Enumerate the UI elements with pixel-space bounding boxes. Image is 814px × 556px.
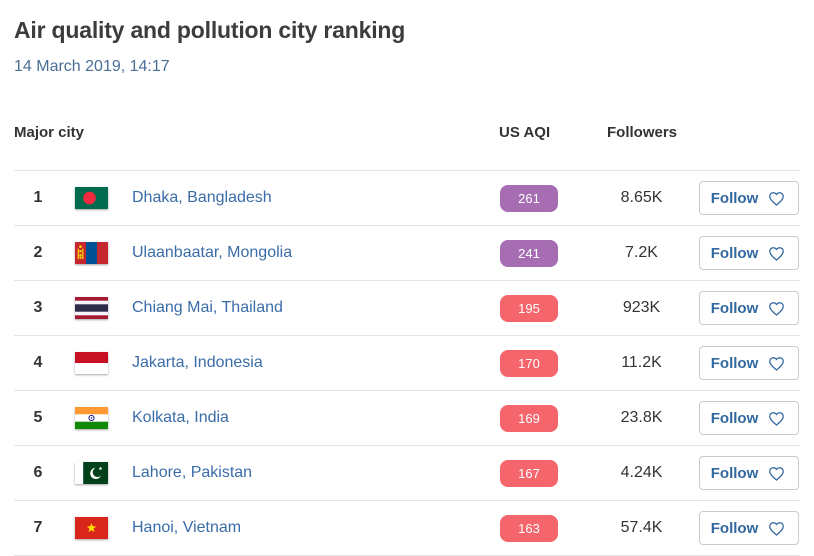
rank-cell: 7 <box>33 519 43 536</box>
heart-icon <box>769 191 785 206</box>
follow-cell: Follow <box>699 511 800 545</box>
follow-cell: Follow <box>699 346 800 380</box>
heart-icon <box>769 466 785 481</box>
follow-button[interactable]: Follow <box>699 291 799 325</box>
followers-count: 11.2K <box>621 354 662 371</box>
table-rows: 1 Dhaka, Bangladesh 261 8.65K Follow 2 Ulaanba… <box>14 171 800 556</box>
aqi-cell: 261 <box>474 184 584 212</box>
aqi-cell: 241 <box>474 239 584 267</box>
aqi-badge: 169 <box>500 404 558 432</box>
heart-icon <box>769 411 785 426</box>
flag-pakistan-icon <box>62 462 132 484</box>
rank-cell: 4 <box>33 354 43 371</box>
report-datetime: 14 March 2019, 14:17 <box>14 58 170 75</box>
flag-thailand-icon <box>62 297 132 319</box>
city-link[interactable]: Kolkata, India <box>132 409 229 426</box>
aqi-badge: 241 <box>500 239 558 267</box>
table-row: 3 Chiang Mai, Thailand 195 923K Follow <box>14 281 800 336</box>
follow-button-label: Follow <box>710 299 759 317</box>
followers-count: 7.2K <box>625 244 658 261</box>
follow-button[interactable]: Follow <box>699 346 799 380</box>
follow-cell: Follow <box>699 181 800 215</box>
city-link[interactable]: Chiang Mai, Thailand <box>132 299 283 316</box>
follow-button-label: Follow <box>710 519 759 537</box>
follow-cell: Follow <box>699 291 800 325</box>
city-link[interactable]: Lahore, Pakistan <box>132 464 253 481</box>
page-title: Air quality and pollution city ranking <box>14 17 406 43</box>
flag-indonesia-icon <box>62 352 132 374</box>
heart-icon <box>769 246 785 261</box>
aqi-cell: 195 <box>474 294 584 322</box>
followers-count: 23.8K <box>620 409 663 426</box>
aqi-badge: 195 <box>500 294 558 322</box>
table-row: 7 Hanoi, Vietnam 163 57.4K Follow <box>14 501 800 556</box>
aqi-cell: 169 <box>474 404 584 432</box>
rank-cell: 3 <box>33 299 43 316</box>
aqi-badge: 261 <box>500 184 558 212</box>
follow-button-label: Follow <box>710 354 759 372</box>
follow-button-label: Follow <box>710 244 759 262</box>
city-link[interactable]: Ulaanbaatar, Mongolia <box>132 244 293 261</box>
follow-button-label: Follow <box>710 189 759 207</box>
follow-button[interactable]: Follow <box>699 401 799 435</box>
heart-icon <box>769 356 785 371</box>
table-row: 5 Kolkata, India 169 23.8K Follow <box>14 391 800 446</box>
followers-count: 8.65K <box>620 189 663 206</box>
rank-cell: 2 <box>33 244 43 261</box>
heart-icon <box>769 301 785 316</box>
follow-button[interactable]: Follow <box>699 511 799 545</box>
aqi-badge: 163 <box>500 514 558 542</box>
table-row: 1 Dhaka, Bangladesh 261 8.65K Follow <box>14 171 800 226</box>
rank-cell: 1 <box>33 189 43 206</box>
rank-cell: 6 <box>33 464 43 481</box>
followers-count: 923K <box>622 299 661 316</box>
follow-button-label: Follow <box>710 409 759 427</box>
flag-india-icon <box>62 407 132 429</box>
city-link[interactable]: Jakarta, Indonesia <box>132 354 263 371</box>
aqi-badge: 167 <box>500 459 558 487</box>
column-header-major-city: Major city <box>14 124 85 141</box>
follow-cell: Follow <box>699 401 800 435</box>
follow-cell: Follow <box>699 456 800 490</box>
rank-cell: 5 <box>33 409 43 426</box>
column-header-us-aqi: US AQI <box>499 124 551 141</box>
column-header-followers: Followers <box>607 124 678 141</box>
flag-vietnam-icon <box>62 517 132 539</box>
follow-button-label: Follow <box>710 464 759 482</box>
aqi-cell: 167 <box>474 459 584 487</box>
table-header-row: Major city US AQI Followers <box>14 124 800 171</box>
follow-button[interactable]: Follow <box>699 456 799 490</box>
aqi-badge: 170 <box>500 349 558 377</box>
city-link[interactable]: Hanoi, Vietnam <box>132 519 242 536</box>
follow-button[interactable]: Follow <box>699 181 799 215</box>
flag-mongolia-icon <box>62 242 132 264</box>
flag-bangladesh-icon <box>62 187 132 209</box>
aqi-cell: 170 <box>474 349 584 377</box>
table-row: 4 Jakarta, Indonesia 170 11.2K Follow <box>14 336 800 391</box>
city-link[interactable]: Dhaka, Bangladesh <box>132 189 272 206</box>
table-row: 2 Ulaanbaatar, Mongolia 241 7.2K Follow <box>14 226 800 281</box>
heart-icon <box>769 521 785 536</box>
followers-count: 57.4K <box>620 519 663 536</box>
aqi-cell: 163 <box>474 514 584 542</box>
table-row: 6 Lahore, Pakistan 167 4.24K Follow <box>14 446 800 501</box>
follow-cell: Follow <box>699 236 800 270</box>
follow-button[interactable]: Follow <box>699 236 799 270</box>
followers-count: 4.24K <box>620 464 663 481</box>
